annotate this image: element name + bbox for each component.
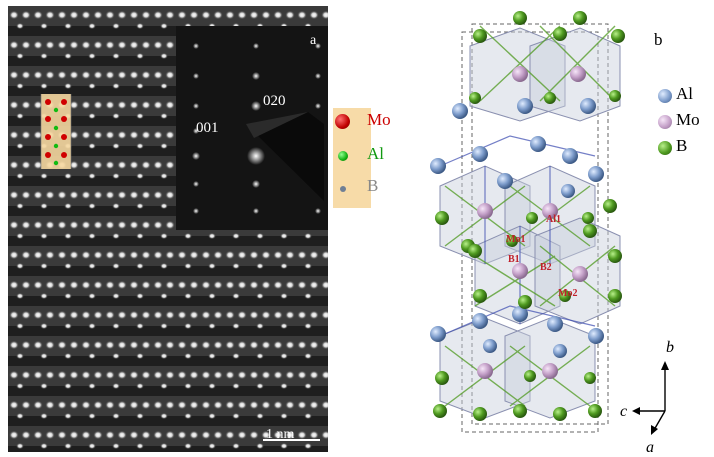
crystal-structure: Al1 Mo1 B1 B2 Mo2 b c a [430,11,674,456]
site-labels: Al1 Mo1 B1 B2 Mo2 [506,214,577,299]
b-atoms [433,11,625,421]
mo-atoms [477,66,588,379]
al-atom-icon [658,89,672,103]
axis-c-label: c [620,403,627,420]
axes-indicator: b c a [620,339,674,456]
panel-a: a 020 001 1 nm [8,6,328,452]
legend-label-mo: Mo [676,110,700,129]
site-label-b1: B1 [508,254,520,265]
diffraction-inset: a 020 001 [176,26,328,230]
legend-item-al: Al [658,84,714,110]
scale-bar-label: 1 nm [266,427,295,442]
beam-stopper [254,112,324,201]
label-020: 020 [263,93,286,109]
panel-a-label: a [310,33,317,48]
legend-label-b: B [676,136,688,155]
panel-b-legend: Al Mo B [658,84,714,174]
b-atom-icon [658,141,672,155]
panel-b-label: b [654,30,663,49]
scale-bar: 1 nm [263,427,320,442]
al-atoms [430,98,604,358]
legend-label-al: Al [676,84,693,103]
structure-model-overlay [40,94,72,169]
panel-b: Al1 Mo1 B1 B2 Mo2 b c a [420,6,714,456]
legend-label-mo: Mo [367,110,391,129]
al-atom-icon [338,151,348,161]
axis-b-label: b [666,339,674,356]
b-atom-icon [340,186,346,192]
mo-atom-icon [335,114,350,129]
legend-item-b: B [658,136,714,162]
hrtem-image: a 020 001 1 nm [8,6,328,452]
legend-label-b: B [367,176,379,195]
label-001: 001 [196,120,219,136]
site-label-mo1: Mo1 [506,234,525,245]
panel-a-legend: Mo Al B [333,108,391,208]
axis-a-label: a [646,439,654,452]
site-label-b2: B2 [540,262,552,273]
unit-cell [461,23,609,433]
site-label-mo2: Mo2 [558,288,577,299]
legend-label-al: Al [367,144,384,163]
site-label-al1: Al1 [546,214,561,225]
legend-item-mo: Mo [658,110,714,136]
mo-atom-icon [658,115,672,129]
